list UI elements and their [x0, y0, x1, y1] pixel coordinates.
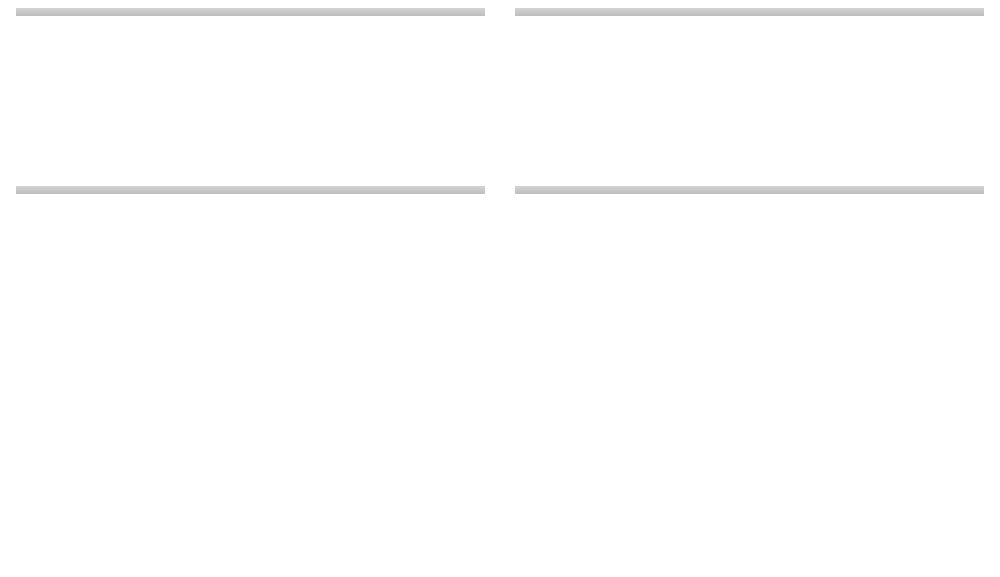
float-life-chart	[515, 200, 984, 350]
section-discharge-characteristics	[16, 8, 485, 172]
section-title-float-life	[515, 186, 984, 194]
discharge-characteristics-chart	[16, 22, 485, 172]
section-title-temperature-capacity	[16, 186, 485, 194]
section-temperature-capacity	[16, 186, 485, 350]
float-charging-chart	[515, 22, 984, 172]
section-float-charging	[515, 8, 984, 172]
section-title-discharge	[16, 8, 485, 16]
section-float-life	[515, 186, 984, 350]
section-title-float-charging	[515, 8, 984, 16]
temperature-capacity-chart	[16, 200, 485, 350]
